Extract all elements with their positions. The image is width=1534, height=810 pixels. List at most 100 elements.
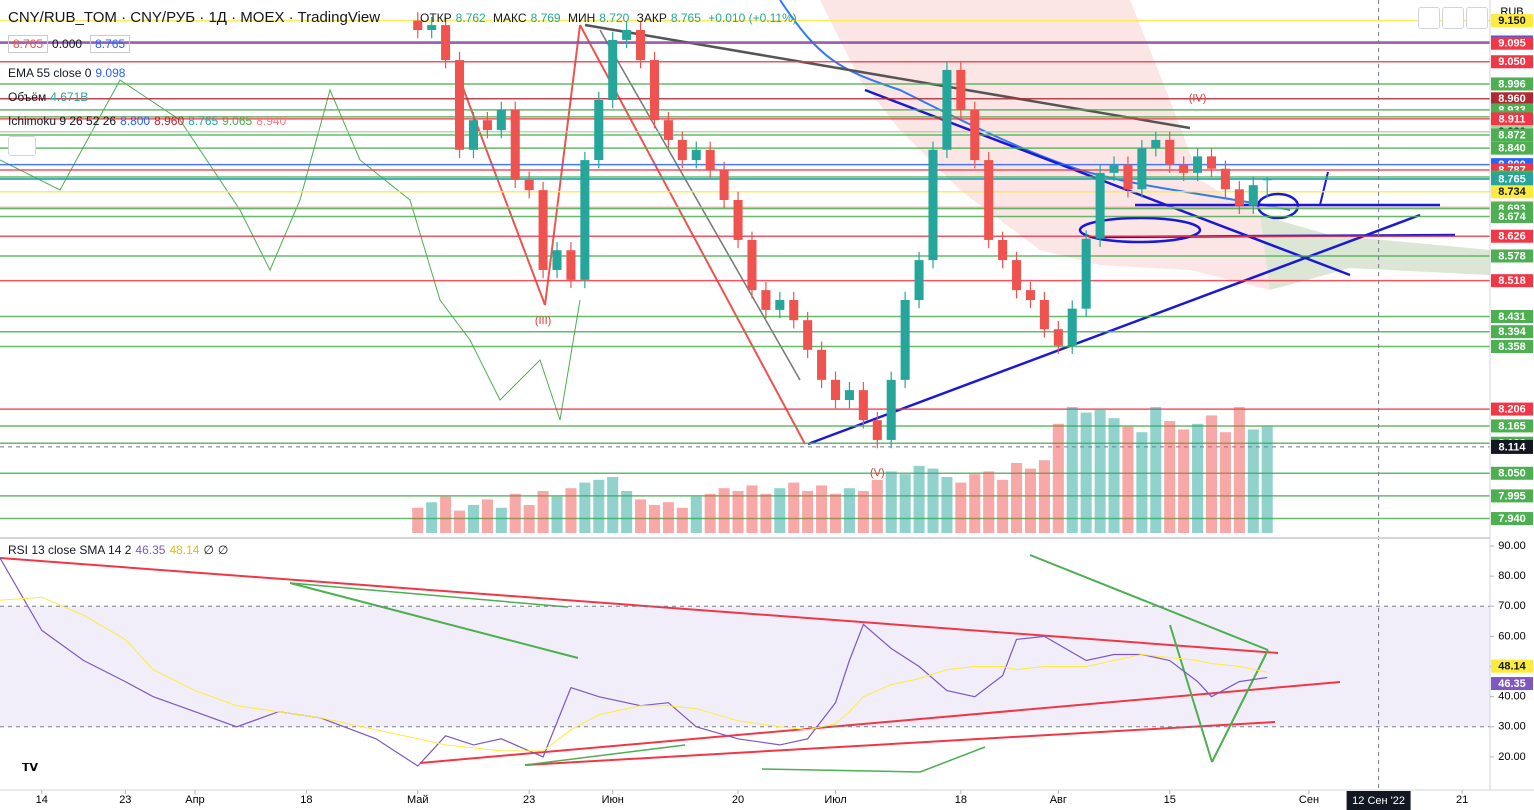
candle-body — [1053, 329, 1063, 346]
volume-bar — [1205, 415, 1218, 533]
candle-body — [1165, 139, 1175, 165]
label: RSI 13 close SMA 14 2 — [8, 543, 132, 557]
volume-bar — [1136, 432, 1148, 533]
volume-bar — [412, 507, 424, 533]
candle-body — [747, 239, 757, 291]
candle-body — [1179, 164, 1189, 173]
axes: 9.1509.0989.0959.0508.9968.9608.9338.916… — [36, 14, 1533, 810]
value: 46.35 — [135, 543, 166, 557]
price-tag — [1491, 512, 1533, 526]
volume-bar — [704, 493, 716, 533]
x-tick-label: 23 — [523, 794, 535, 806]
label: Ichimoku 9 26 52 26 — [8, 114, 117, 128]
price-tag-label: 8.911 — [1499, 113, 1526, 125]
price-tag — [1491, 112, 1533, 126]
candle-body — [998, 239, 1008, 261]
volume-bar — [690, 496, 702, 533]
candle-body — [441, 25, 451, 61]
price-tag — [1491, 36, 1533, 50]
rsi-trendline — [419, 681, 1341, 764]
volume-bar — [1052, 423, 1064, 533]
label: МИН — [567, 11, 596, 25]
ema-legend[interactable]: EMA 55 close 0 9.098 — [8, 66, 129, 80]
value: 8.960 — [154, 114, 185, 128]
candle-body — [594, 100, 604, 161]
volume-bar — [857, 491, 869, 533]
close-button[interactable] — [1466, 7, 1488, 29]
wave-label: (IV) — [1189, 93, 1207, 105]
price-tag — [1491, 249, 1533, 263]
candle-body — [538, 190, 548, 270]
price-tag — [1491, 419, 1533, 433]
down-button[interactable] — [1418, 7, 1440, 29]
volume-bar — [1233, 407, 1245, 533]
volume-bar — [885, 471, 897, 533]
price-tag-label: 8.960 — [1498, 93, 1526, 105]
volume-bar — [899, 474, 911, 533]
volume-bar — [1178, 429, 1190, 533]
crosshair-label: 8.114 — [1499, 441, 1527, 453]
x-tick-label: 20 — [732, 794, 744, 806]
x-tick-label: 18 — [300, 794, 312, 806]
candle-body — [984, 160, 994, 240]
price-tag-label: 8.578 — [1498, 250, 1526, 262]
price-tag-label: 8.840 — [1498, 143, 1526, 155]
price-tag-label: 8.518 — [1498, 275, 1526, 287]
y-tick-label: 60.00 — [1498, 630, 1526, 642]
price-tag-label: 8.996 — [1498, 78, 1526, 90]
volume-bar — [816, 485, 828, 533]
volume-legend[interactable]: Объём 4.671B — [8, 90, 92, 104]
rsi-line — [0, 596, 1268, 752]
value: 8.765 — [90, 35, 131, 53]
y-tick-label: 30.00 — [1498, 721, 1526, 733]
candle-body — [789, 300, 799, 321]
volume-bar — [440, 496, 452, 533]
value: 8.769 — [530, 11, 561, 25]
value: 48.14 — [169, 543, 200, 557]
x-tick-label: 18 — [955, 794, 967, 806]
price-tag-label: 8.872 — [1498, 129, 1526, 141]
candle-body — [733, 200, 743, 240]
price-tag-label: 8.765 — [1498, 173, 1526, 185]
volume-bar — [927, 468, 939, 533]
volume-bar — [509, 493, 521, 533]
ema-line — [779, 0, 1291, 211]
volume-bar — [871, 479, 883, 533]
candle-body — [1025, 290, 1035, 301]
volume-bar — [941, 477, 953, 533]
candle-body — [928, 149, 938, 261]
rsi-trendline — [1211, 649, 1269, 763]
volume-bar — [955, 482, 967, 533]
rsi-legend[interactable]: RSI 13 close SMA 14 2 46.35 48.14 ∅ ∅ — [8, 543, 232, 557]
collapse-button[interactable] — [8, 136, 36, 156]
candle-body — [427, 25, 437, 31]
maximize-button[interactable] — [1442, 7, 1464, 29]
candle-body — [719, 169, 729, 201]
price-tag-label: 7.995 — [1498, 490, 1526, 502]
cursor-tag — [1346, 791, 1411, 810]
volume-bar — [648, 505, 661, 533]
volume-bar — [1219, 432, 1231, 533]
candle-body — [649, 60, 660, 121]
candle-body — [1123, 164, 1133, 190]
ichimoku-legend[interactable]: Ichimoku 9 26 52 26 8.800 8.960 8.765 9.065 8… — [8, 114, 290, 128]
rsi-trendline — [1169, 624, 1213, 763]
price-tag — [1491, 55, 1533, 69]
rsi-trendline — [289, 582, 579, 659]
candle-body — [1248, 185, 1258, 206]
rsi-trendline — [524, 744, 686, 766]
price-tag-label: 8.626 — [1498, 231, 1526, 243]
volume-bar — [523, 505, 535, 533]
price-tag — [1491, 309, 1533, 323]
candle-body — [1234, 189, 1244, 206]
volume-bar — [843, 488, 855, 533]
candle-body — [1193, 156, 1203, 173]
candle-body — [858, 390, 868, 421]
ichimoku-cloud-green — [1260, 215, 1490, 290]
volume-bar — [1192, 423, 1204, 533]
candle-body — [1081, 238, 1091, 309]
chikou-line — [0, 79, 581, 421]
main-pane: (III) (V) (IV) — [0, 0, 1490, 790]
price-tag — [1491, 340, 1533, 354]
